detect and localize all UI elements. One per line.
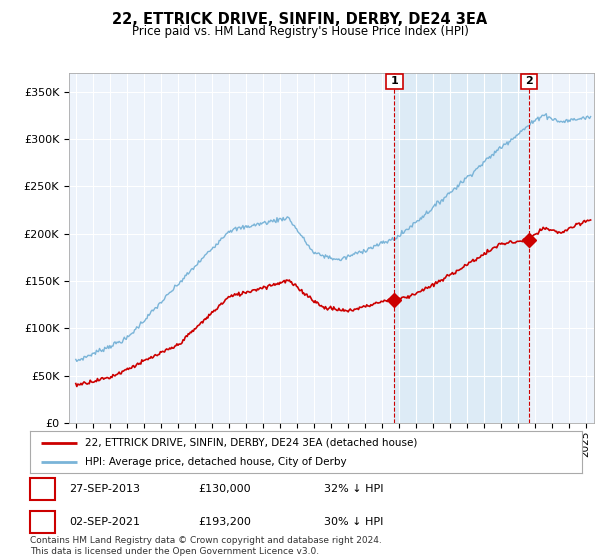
Text: 22, ETTRICK DRIVE, SINFIN, DERBY, DE24 3EA: 22, ETTRICK DRIVE, SINFIN, DERBY, DE24 3… [112, 12, 488, 27]
Text: HPI: Average price, detached house, City of Derby: HPI: Average price, detached house, City… [85, 457, 347, 467]
Text: 02-SEP-2021: 02-SEP-2021 [69, 517, 140, 527]
Text: 1: 1 [39, 484, 46, 494]
Text: Contains HM Land Registry data © Crown copyright and database right 2024.
This d: Contains HM Land Registry data © Crown c… [30, 536, 382, 556]
Text: 32% ↓ HPI: 32% ↓ HPI [324, 484, 383, 494]
FancyBboxPatch shape [521, 74, 538, 88]
Text: 27-SEP-2013: 27-SEP-2013 [69, 484, 140, 494]
Text: Price paid vs. HM Land Registry's House Price Index (HPI): Price paid vs. HM Land Registry's House … [131, 25, 469, 38]
Text: £130,000: £130,000 [198, 484, 251, 494]
FancyBboxPatch shape [386, 74, 403, 88]
Text: 2: 2 [525, 76, 533, 86]
Text: 1: 1 [391, 76, 398, 86]
Text: 30% ↓ HPI: 30% ↓ HPI [324, 517, 383, 527]
Bar [394, 73, 529, 423]
Text: £193,200: £193,200 [198, 517, 251, 527]
Text: 22, ETTRICK DRIVE, SINFIN, DERBY, DE24 3EA (detached house): 22, ETTRICK DRIVE, SINFIN, DERBY, DE24 3… [85, 437, 418, 447]
Text: 2: 2 [39, 517, 46, 527]
